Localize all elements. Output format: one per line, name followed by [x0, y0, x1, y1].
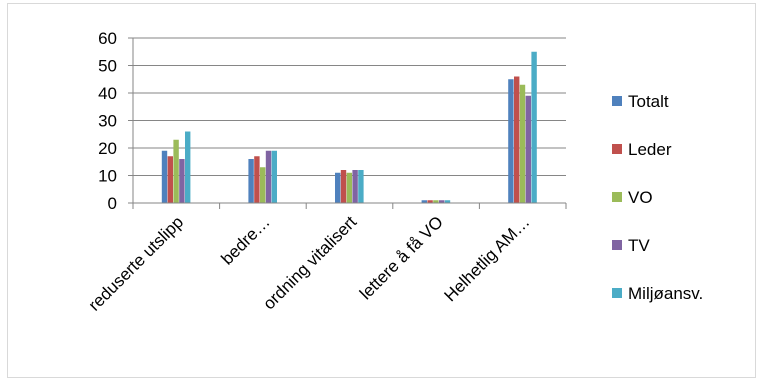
- legend-label: Miljøansv.: [628, 284, 703, 303]
- x-category-label: reduserte utslipp: [85, 212, 187, 314]
- bar-milj-ansv--3: [444, 200, 451, 203]
- y-tick-label: 60: [98, 29, 117, 48]
- y-tick-label: 30: [98, 112, 117, 131]
- bars: [161, 51, 537, 203]
- chart-frame: [7, 3, 756, 378]
- y-tick-label: 0: [108, 194, 117, 213]
- bar-tv-3: [439, 200, 445, 203]
- legend-label: Leder: [628, 140, 672, 159]
- legend-swatch: [612, 240, 622, 250]
- y-axis-ticks: 0 10 20 30 40 50 60: [98, 29, 117, 213]
- bar-totalt-3: [421, 200, 427, 203]
- y-tick-label: 20: [98, 139, 117, 158]
- x-category-label: ordning vitalisert: [259, 212, 360, 313]
- bar-tv-4: [525, 95, 531, 203]
- bar-milj-ansv--0: [185, 131, 191, 203]
- x-category-label: Helhetlig AM…: [441, 212, 534, 305]
- bar-vo-4: [519, 84, 526, 203]
- bar-vo-0: [173, 139, 179, 203]
- axes: [128, 37, 567, 209]
- bar-tv-1: [265, 150, 272, 203]
- bar-leder-1: [254, 156, 260, 203]
- bar-vo-3: [433, 200, 439, 203]
- bar-totalt-2: [335, 172, 341, 203]
- bar-milj-ansv--1: [271, 150, 277, 203]
- bar-milj-ansv--4: [531, 51, 537, 203]
- bar-totalt-4: [508, 79, 514, 203]
- gridlines: [133, 37, 566, 176]
- legend-swatch: [612, 288, 622, 298]
- legend-swatch: [612, 144, 622, 154]
- y-tick-label: 10: [98, 167, 117, 186]
- bar-totalt-1: [248, 159, 254, 203]
- bar-leder-3: [427, 200, 433, 203]
- legend-swatch: [612, 96, 622, 106]
- x-category-label: bedre…: [218, 212, 274, 268]
- legend-label: Totalt: [628, 92, 669, 111]
- bar-leder-4: [514, 76, 520, 203]
- bar-vo-2: [346, 172, 352, 203]
- x-axis-labels: reduserte utslipp bedre…ordning vitaliser…: [85, 212, 534, 315]
- y-tick-label: 50: [98, 57, 117, 76]
- bar-leder-0: [167, 156, 173, 203]
- x-category-label: lettere å få VO: [356, 212, 447, 303]
- legend-swatch: [612, 192, 622, 202]
- legend-label: VO: [628, 188, 653, 207]
- legend-label: TV: [628, 236, 650, 255]
- legend: Totalt Leder VO TV Miljøansv.: [612, 92, 703, 303]
- y-tick-label: 40: [98, 84, 117, 103]
- bar-leder-2: [340, 170, 347, 203]
- bar-totalt-0: [161, 150, 168, 203]
- bar-tv-2: [352, 170, 358, 203]
- bar-tv-0: [179, 159, 185, 203]
- bar-milj-ansv--2: [358, 170, 364, 203]
- bar-vo-1: [260, 167, 266, 203]
